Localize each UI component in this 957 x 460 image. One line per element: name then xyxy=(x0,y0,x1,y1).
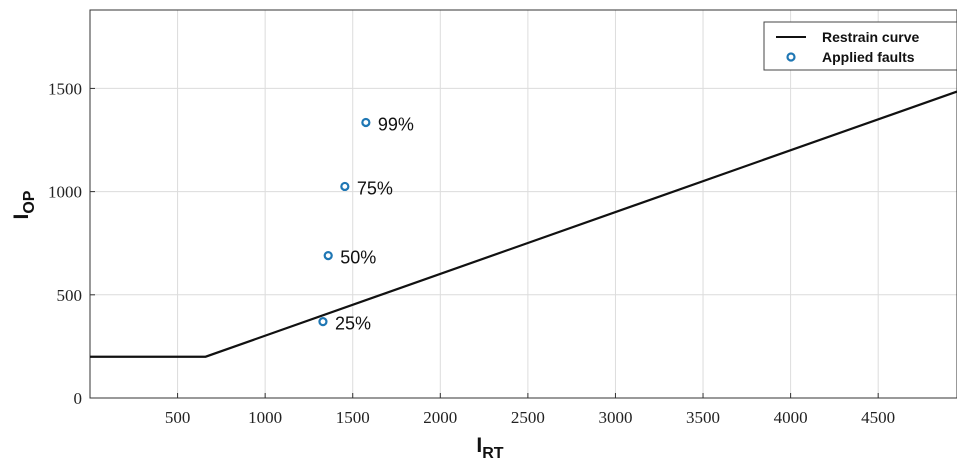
fault-point xyxy=(323,250,333,261)
series-points: 25% 50% 75% 99% xyxy=(318,114,414,334)
x-tick-label: 4000 xyxy=(774,408,808,427)
y-tick-label: 0 xyxy=(74,389,83,408)
x-tick-label: 1000 xyxy=(248,408,282,427)
x-tick-label: 4500 xyxy=(861,408,895,427)
y-axis-label: IOP xyxy=(10,190,38,219)
x-axis-label-main: I xyxy=(476,434,482,457)
fault-point-label: 25% xyxy=(335,314,371,334)
x-axis-label-sub: RT xyxy=(482,445,504,460)
legend-entry-faults: Applied faults xyxy=(822,49,915,65)
y-tick-label: 1500 xyxy=(48,79,82,98)
y-axis-label-main: I xyxy=(10,214,33,220)
legend-box xyxy=(763,21,957,71)
series-lines xyxy=(90,90,957,358)
restrain-curve-line xyxy=(90,90,957,358)
x-axis-label: IRT xyxy=(476,434,503,460)
fault-point-label: 50% xyxy=(340,248,376,268)
plot-frame xyxy=(89,9,957,399)
legend-circle-marker xyxy=(786,52,796,62)
x-tick-label: 3000 xyxy=(598,408,632,427)
x-tick-label: 3500 xyxy=(686,408,720,427)
legend-entry-restrain: Restrain curve xyxy=(822,29,919,45)
y-tick-label: 1000 xyxy=(48,183,82,202)
legend: Restrain curve Applied faults xyxy=(763,21,957,71)
x-tick-label: 500 xyxy=(165,408,191,427)
fault-point xyxy=(318,317,328,327)
fault-point-label: 99% xyxy=(378,114,414,134)
x-tick-label: 1500 xyxy=(336,408,370,427)
y-tick-label: 500 xyxy=(57,286,83,305)
y-axis-label-sub: OP xyxy=(21,190,38,213)
y-ticks: 0 500 1000 1500 xyxy=(48,79,95,408)
x-tick-label: 2500 xyxy=(511,408,545,427)
fault-point xyxy=(340,181,350,192)
x-tick-label: 2000 xyxy=(423,408,457,427)
x-ticks: 500 1000 1500 2000 2500 3000 3500 4000 4500 xyxy=(165,393,895,427)
fault-point xyxy=(361,117,371,128)
fault-point-label: 75% xyxy=(357,178,393,198)
